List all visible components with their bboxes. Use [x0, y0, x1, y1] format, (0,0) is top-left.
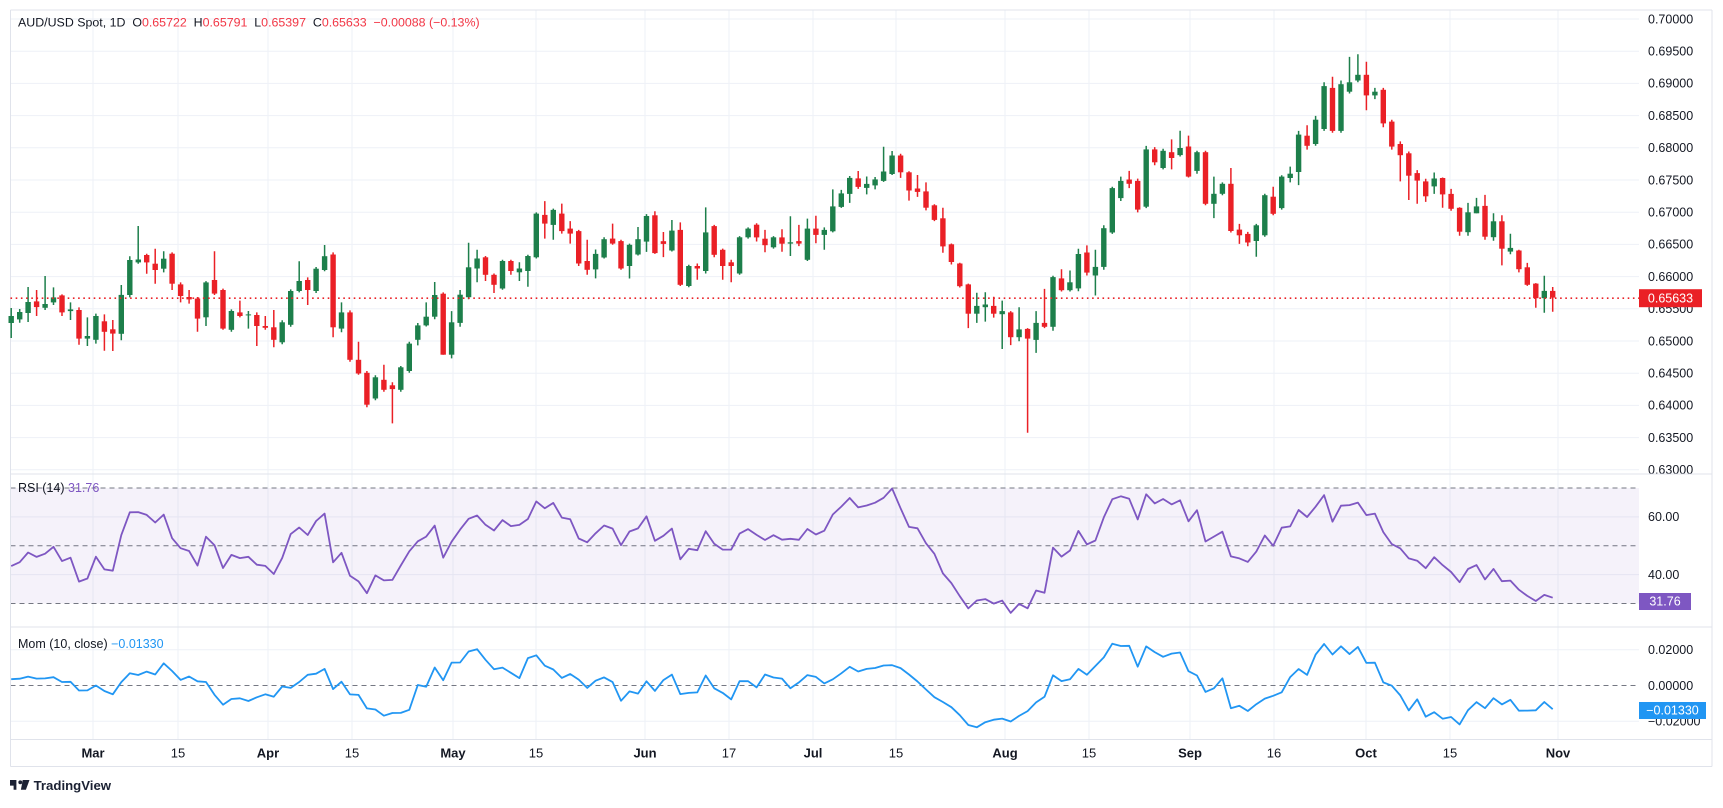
svg-text:60.00: 60.00	[1648, 510, 1679, 524]
svg-text:15: 15	[1082, 746, 1096, 761]
svg-text:0.02000: 0.02000	[1648, 643, 1693, 657]
svg-text:0.67500: 0.67500	[1648, 173, 1693, 187]
svg-text:15: 15	[171, 746, 185, 761]
svg-text:TradingView: TradingView	[34, 778, 112, 793]
svg-text:Oct: Oct	[1355, 746, 1377, 761]
svg-text:0.69500: 0.69500	[1648, 45, 1693, 59]
svg-text:RSI (14) 31.76: RSI (14) 31.76	[18, 481, 99, 495]
svg-text:15: 15	[1443, 746, 1457, 761]
svg-text:0.64500: 0.64500	[1648, 367, 1693, 381]
svg-text:16: 16	[1267, 746, 1281, 761]
svg-text:0.70000: 0.70000	[1648, 12, 1693, 26]
svg-text:May: May	[440, 746, 466, 761]
svg-text:0.67000: 0.67000	[1648, 206, 1693, 220]
svg-text:17: 17	[722, 746, 736, 761]
svg-text:0.63500: 0.63500	[1648, 431, 1693, 445]
svg-text:Sep: Sep	[1178, 746, 1202, 761]
svg-text:0.69000: 0.69000	[1648, 77, 1693, 91]
svg-text:0.66000: 0.66000	[1648, 270, 1693, 284]
svg-text:Jul: Jul	[804, 746, 823, 761]
svg-text:AUD/USD Spot, 1D O0.65722 H0: AUD/USD Spot, 1D O0.65722 H0.65791 L0.65…	[18, 16, 480, 30]
svg-text:0.68500: 0.68500	[1648, 109, 1693, 123]
svg-text:Mar: Mar	[81, 746, 104, 761]
svg-text:Nov: Nov	[1546, 746, 1571, 761]
svg-text:15: 15	[889, 746, 903, 761]
svg-text:31.76: 31.76	[1649, 594, 1680, 608]
svg-text:0.64000: 0.64000	[1648, 399, 1693, 413]
svg-text:0.68000: 0.68000	[1648, 141, 1693, 155]
svg-text:Jun: Jun	[633, 746, 656, 761]
svg-text:15: 15	[345, 746, 359, 761]
svg-text:0.65633: 0.65633	[1648, 292, 1693, 306]
svg-text:Aug: Aug	[992, 746, 1017, 761]
svg-text:0.65000: 0.65000	[1648, 334, 1693, 348]
svg-text:0.00000: 0.00000	[1648, 679, 1693, 693]
svg-text:Mom (10, close) −0.01330: Mom (10, close) −0.01330	[18, 637, 164, 651]
svg-text:Apr: Apr	[257, 746, 279, 761]
svg-text:0.66500: 0.66500	[1648, 238, 1693, 252]
svg-text:−0.01330: −0.01330	[1646, 703, 1699, 717]
svg-text:0.63000: 0.63000	[1648, 463, 1693, 477]
svg-text:15: 15	[529, 746, 543, 761]
svg-text:40.00: 40.00	[1648, 568, 1679, 582]
